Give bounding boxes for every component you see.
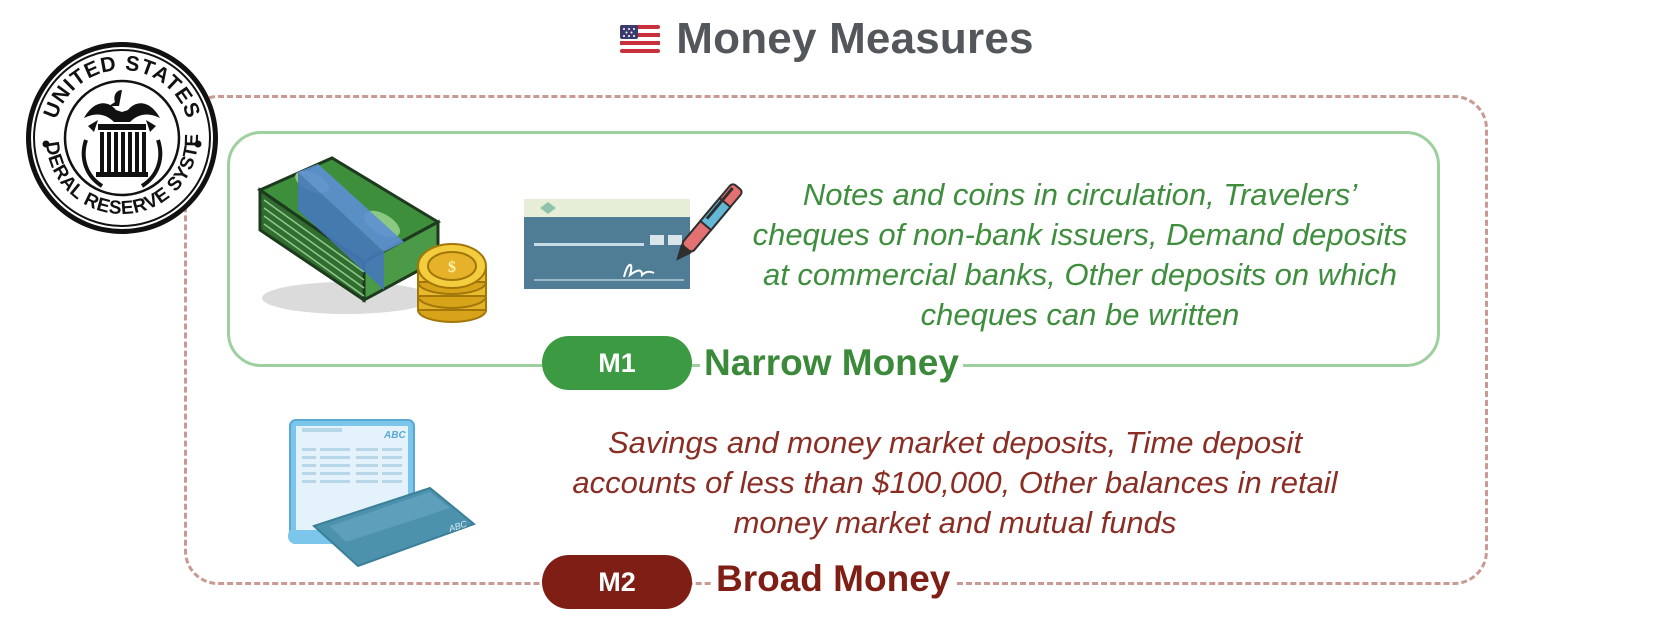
m1-description: Notes and coins in circulation, Traveler… xyxy=(752,177,1408,332)
pen-icon xyxy=(676,183,743,261)
svg-text:$: $ xyxy=(448,259,456,276)
title-text: Money Measures xyxy=(676,14,1034,63)
cash-stack-icon xyxy=(256,156,442,314)
statement-label: ABC xyxy=(383,430,406,441)
m1-badge: M1 xyxy=(542,336,692,390)
page-title: Money Measures xyxy=(0,14,1654,64)
cheque-icon xyxy=(524,199,690,289)
m2-badge: M2 xyxy=(542,555,692,609)
federal-reserve-seal: UNITED STATES FEDERAL RESERVE SYSTEM xyxy=(24,40,218,234)
m2-name: Broad Money xyxy=(712,558,955,600)
coins-icon: $ xyxy=(417,243,487,323)
bank-card-icon: ABC xyxy=(312,486,476,568)
us-flag-icon xyxy=(620,25,661,53)
m1-name: Narrow Money xyxy=(700,342,963,384)
m2-description: Savings and money market deposits, Time … xyxy=(572,425,1338,540)
